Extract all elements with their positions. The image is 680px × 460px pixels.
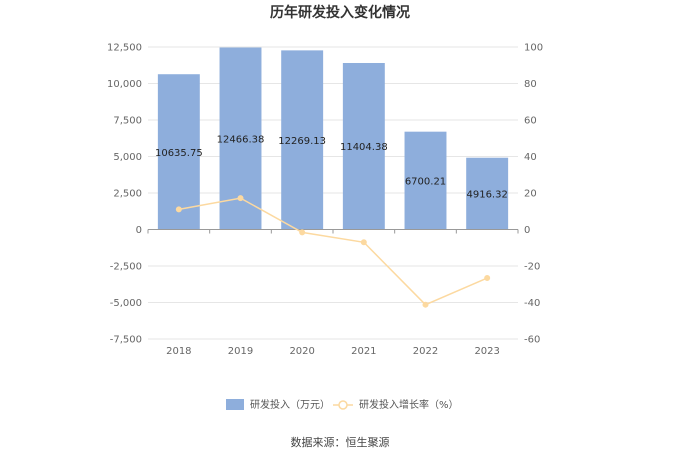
grid-layer (148, 46, 518, 340)
x-tick-label: 2023 (474, 346, 499, 357)
y-right-tick-label: 100 (524, 43, 543, 54)
bar (342, 62, 385, 230)
bar-value-label: 11404.38 (340, 142, 388, 153)
axis-layer: 12,500 10,000 7,500 5,000 2,500 0 -2,500 -5,000… (107, 43, 543, 358)
growth-rate-point (422, 301, 429, 308)
x-tick-label: 2020 (289, 346, 314, 357)
y-left-tick-label: -7,500 (110, 335, 142, 346)
legend-line-marker (338, 400, 348, 410)
legend-bar-swatch (226, 399, 244, 410)
x-tick-label: 2022 (413, 346, 438, 357)
y-left-tick-label: 2,500 (113, 189, 142, 200)
bar-value-label: 12466.38 (217, 134, 265, 145)
line-layer (175, 195, 491, 308)
growth-rate-point (484, 275, 491, 282)
y-left-tick-label: 5,000 (113, 152, 142, 163)
y-right-tick-label: 40 (524, 152, 537, 163)
chart-title: 历年研发投入变化情况 (270, 4, 410, 21)
bar (281, 50, 324, 230)
data-label-layer: 10635.75 12466.38 12269.13 11404.38 6700.21 4… (155, 134, 508, 200)
x-tick-label: 2021 (351, 346, 376, 357)
x-tick-label: 2019 (228, 346, 253, 357)
y-left-tick-label: 10,000 (107, 79, 142, 90)
y-right-tick-label: -20 (524, 262, 540, 273)
legend: 研发投入（万元） 研发投入增长率（%） (226, 398, 459, 411)
bar (466, 157, 509, 230)
y-right-tick-label: 0 (524, 225, 530, 236)
y-right-tick-label: -60 (524, 335, 540, 346)
y-right-tick-label: 80 (524, 79, 537, 90)
bar-value-label: 10635.75 (155, 148, 203, 159)
y-left-tick-label: -5,000 (110, 298, 142, 309)
bar-value-label: 12269.13 (278, 136, 326, 147)
y-right-tick-label: -40 (524, 298, 540, 309)
bar-value-label: 6700.21 (405, 177, 446, 188)
bar (157, 74, 200, 230)
y-left-tick-label: 12,500 (107, 43, 142, 54)
growth-rate-point (237, 195, 244, 202)
legend-bar-label: 研发投入（万元） (250, 398, 330, 411)
y-left-tick-label: -2,500 (110, 262, 142, 273)
y-left-tick-label: 0 (136, 225, 142, 236)
growth-rate-line (178, 197, 488, 306)
x-tick-label: 2018 (166, 346, 191, 357)
y-right-tick-label: 60 (524, 116, 537, 127)
legend-line-label: 研发投入增长率（%） (359, 398, 459, 411)
source-note: 数据来源：恒生聚源 (291, 435, 390, 449)
y-left-tick-label: 7,500 (113, 116, 142, 127)
bar-layer (157, 47, 509, 230)
growth-rate-point (299, 229, 306, 236)
growth-rate-point (360, 239, 367, 246)
growth-rate-point (175, 206, 182, 213)
bar-value-label: 4916.32 (466, 190, 507, 201)
y-right-tick-label: 20 (524, 189, 537, 200)
bar (404, 131, 447, 230)
